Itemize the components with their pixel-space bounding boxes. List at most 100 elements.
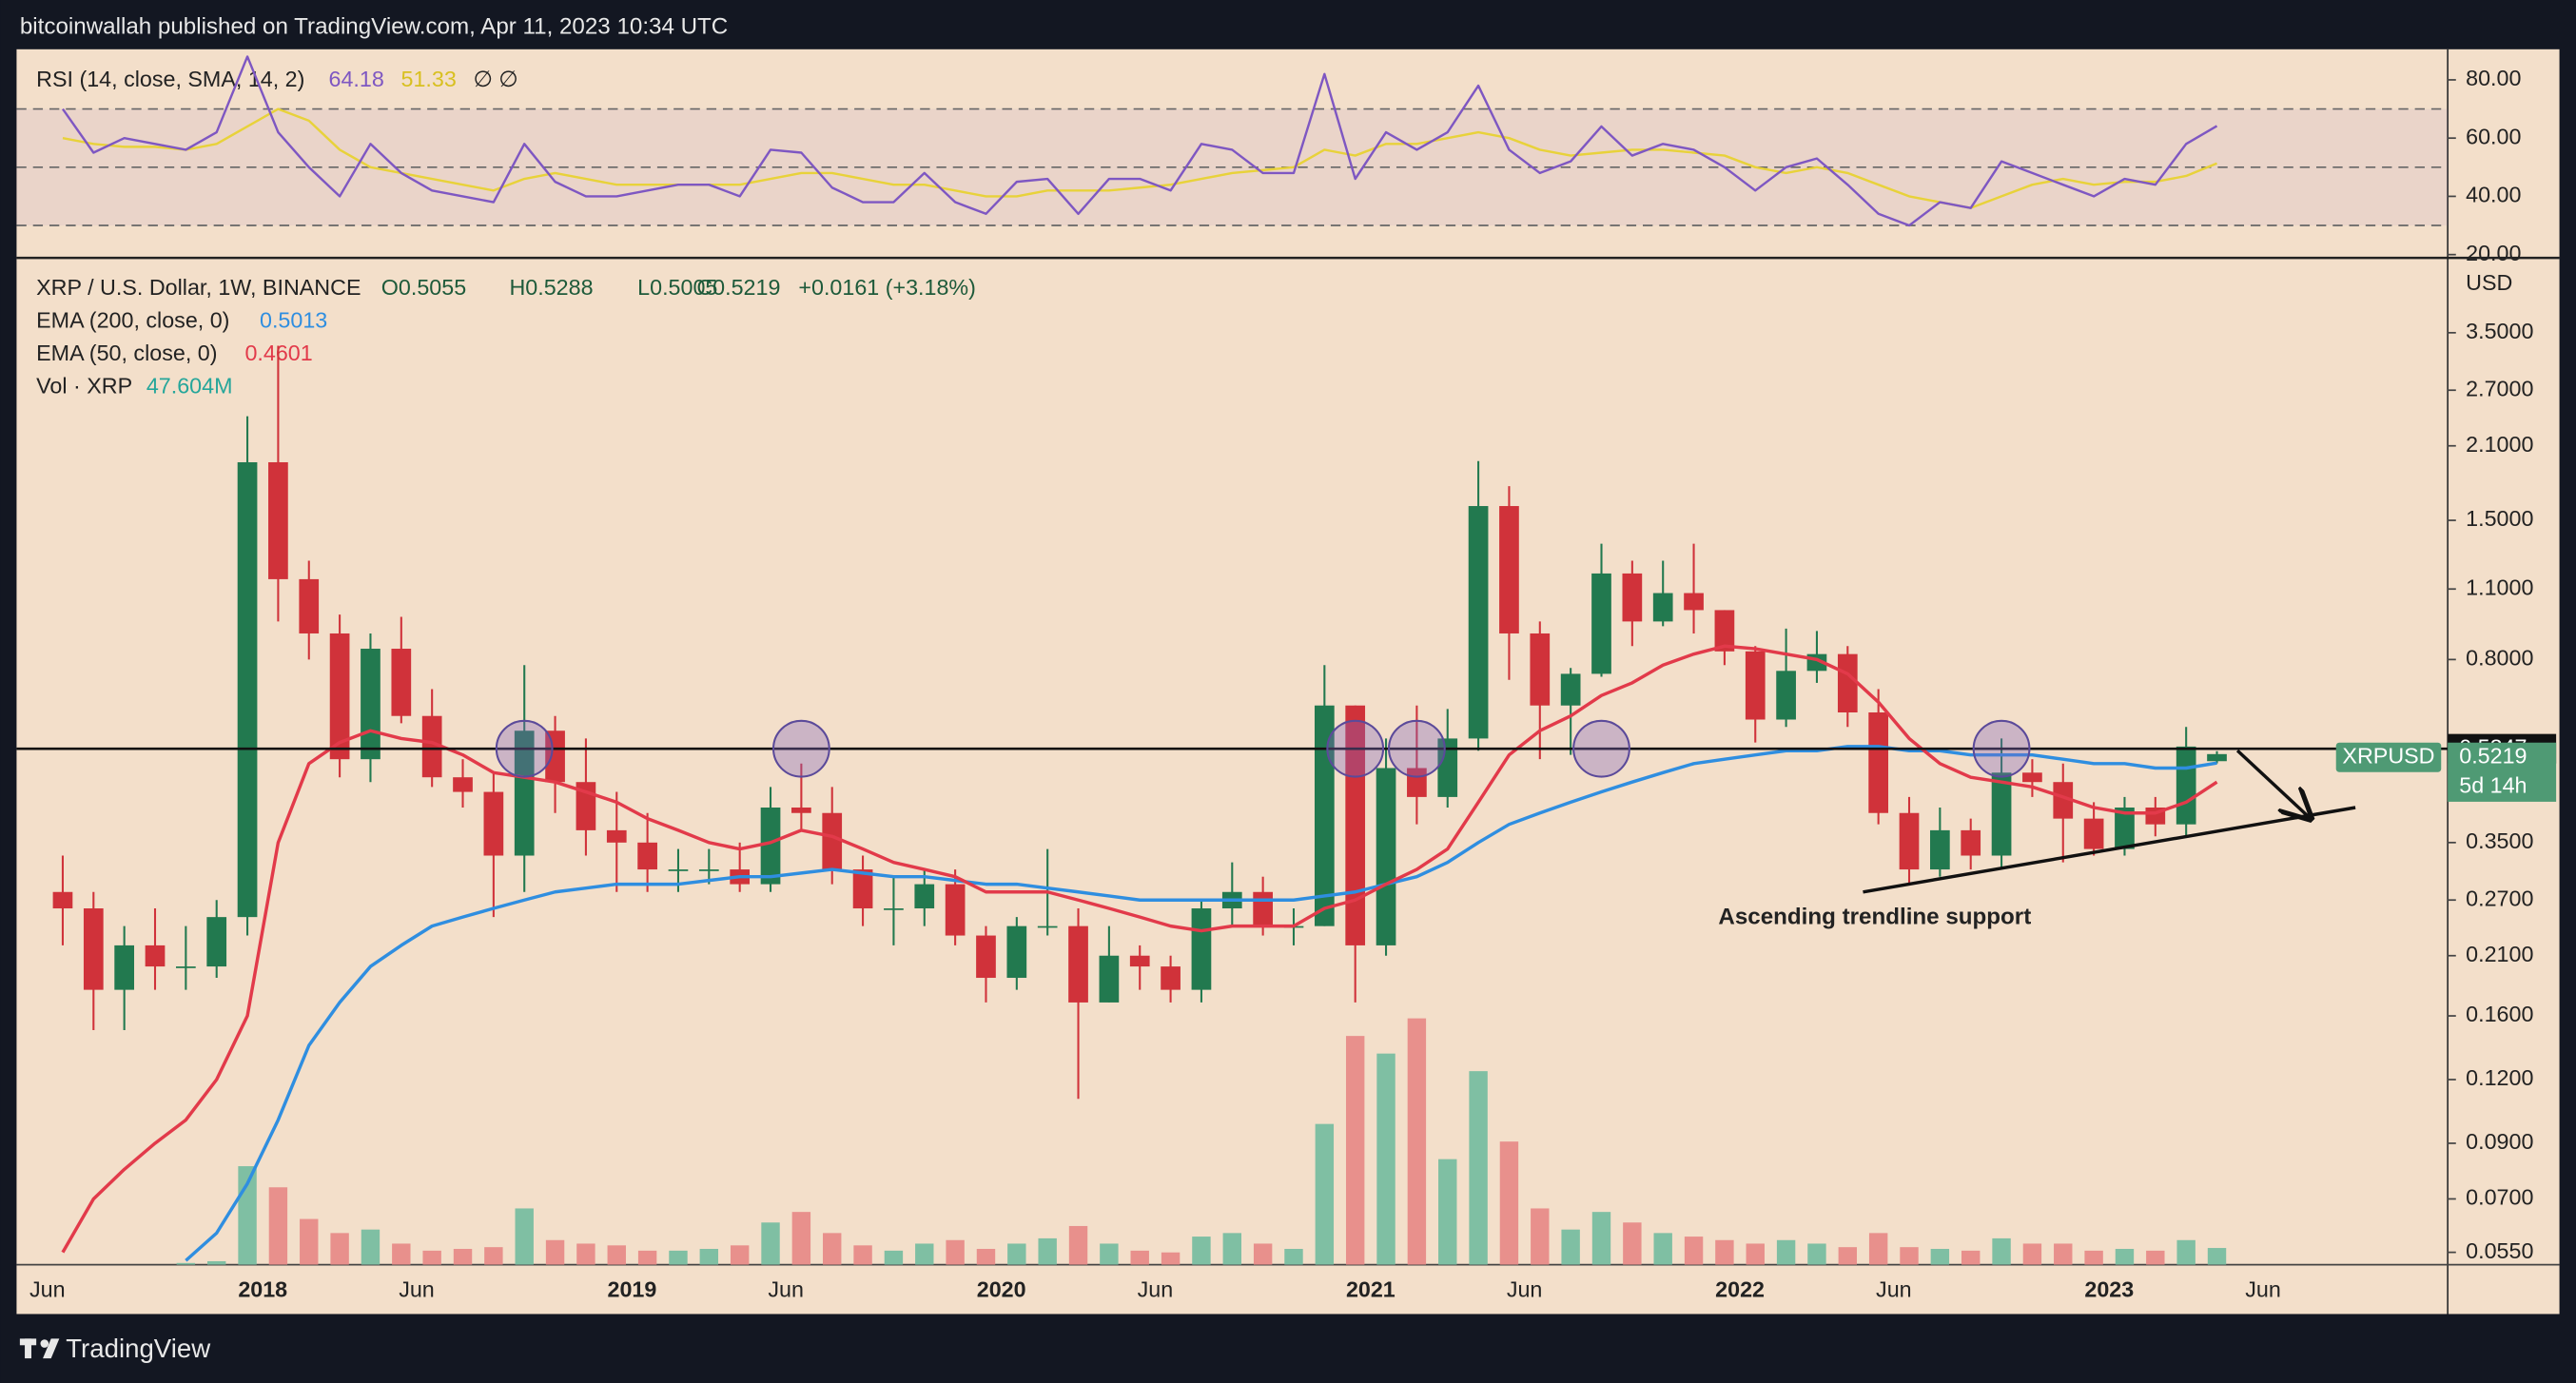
candle-body [483, 791, 504, 856]
volume-bar [515, 1208, 534, 1265]
candle-body [145, 945, 166, 967]
candle-body [268, 461, 288, 579]
x-tick-label: Jun [399, 1276, 435, 1301]
price-label: 0.5219 [2459, 743, 2527, 768]
volume-bar [268, 1187, 288, 1265]
y-tick-label: 2.1000 [2466, 432, 2533, 457]
volume-bar [1315, 1123, 1335, 1265]
volume-bar [1438, 1159, 1457, 1265]
candle-body [698, 869, 719, 871]
y-tick-label: 1.5000 [2466, 506, 2533, 531]
volume-bar [1531, 1208, 1550, 1265]
candle-body [237, 461, 258, 918]
volume-bar [1130, 1250, 1149, 1265]
candle-body [1253, 891, 1273, 926]
candle-body [945, 884, 966, 936]
x-tick-label: Jun [2245, 1276, 2281, 1301]
footer-logo [19, 1338, 60, 1359]
trendline [1863, 806, 2356, 894]
rsi-line [62, 107, 2217, 209]
rsi-plot [61, 55, 2218, 227]
volume-bar [422, 1250, 441, 1265]
candle-body [1961, 829, 1981, 856]
volume-bar [2207, 1248, 2227, 1265]
candle-body [299, 578, 320, 633]
volume-bar [1038, 1237, 1057, 1265]
volume-bar [300, 1218, 319, 1265]
candle-body [391, 649, 412, 716]
y-tick-label: 0.2700 [2466, 886, 2533, 910]
candle-body [1591, 573, 1611, 674]
candle-body [637, 842, 657, 870]
volume-bar [330, 1233, 349, 1265]
brand: TradingView [66, 1334, 210, 1363]
candle-body [1837, 653, 1858, 712]
candle-body [176, 966, 196, 968]
ema50-legend: EMA (50, close, 0) [36, 341, 217, 365]
y-tick-label: 0.0900 [2466, 1129, 2533, 1154]
volume-bar [1868, 1233, 1888, 1265]
candle-body [1037, 925, 1058, 928]
candle-body [421, 715, 442, 778]
symbol-label: XRPUSD [2342, 743, 2434, 768]
volume-bar [1838, 1247, 1858, 1265]
ohlc-change: +0.0161 (+3.18%) [798, 275, 976, 300]
volume-bar [1192, 1237, 1211, 1265]
volume-bar [699, 1249, 719, 1265]
y-tick-label: 0.0550 [2466, 1238, 2533, 1263]
candle-body [1006, 925, 1027, 979]
volume-bar [453, 1249, 473, 1265]
volume-bar [1591, 1212, 1611, 1265]
volume-bar [1623, 1222, 1642, 1265]
volume-legend: Vol · XRP [36, 374, 132, 399]
volume-bar [730, 1245, 750, 1265]
rsi-value: 64.18 [329, 67, 384, 91]
x-tick-label: Jun [1876, 1276, 1912, 1301]
volume-bar [1776, 1239, 1796, 1265]
candle-body [1161, 966, 1181, 990]
volume-bar [2054, 1243, 2073, 1265]
candle-body [1560, 673, 1581, 706]
candle-body [2083, 818, 2104, 849]
candle-body [976, 935, 996, 979]
candle-body [206, 917, 227, 967]
candle-body [2207, 753, 2227, 762]
y-tick-label: 2.7000 [2466, 376, 2533, 400]
volume-bar [791, 1212, 811, 1265]
rsi-legend: RSI (14, close, SMA, 14, 2) [36, 67, 304, 91]
candle-body [1745, 651, 1766, 720]
candle-body [1068, 925, 1088, 1003]
volume-bar [1653, 1233, 1672, 1265]
y-tick-label: 40.00 [2466, 183, 2521, 207]
currency: USD [2466, 270, 2512, 295]
volume-bar [1222, 1233, 1241, 1265]
volume-bar [1345, 1036, 1365, 1265]
candle-body [52, 891, 73, 909]
candle-body [1437, 738, 1458, 797]
volume-bar [1376, 1053, 1395, 1265]
candle-body [1099, 955, 1120, 1003]
volume-bar [1407, 1018, 1427, 1265]
candle-body [1191, 908, 1212, 990]
touch-circle [771, 719, 830, 778]
volume-bar [1900, 1247, 1919, 1265]
volume-bar [853, 1245, 872, 1265]
y-tick-label: 0.1600 [2466, 1002, 2533, 1026]
volume-bar [761, 1222, 780, 1265]
volume-bar [884, 1250, 904, 1265]
x-tick-label: 2022 [1715, 1276, 1765, 1301]
y-tick-label: 20.00 [2466, 241, 2521, 265]
touch-circle [1326, 719, 1385, 778]
volume-value: 47.604M [146, 374, 233, 399]
volume-bar [1561, 1229, 1580, 1265]
x-tick-label: 2020 [977, 1276, 1026, 1301]
candle-body [822, 812, 843, 870]
candle-body [1376, 768, 1396, 945]
volume-bar [176, 1262, 196, 1265]
touch-circle [495, 719, 554, 778]
rsi-line [61, 55, 2218, 227]
volume-bar [1499, 1141, 1519, 1265]
x-tick-label: Jun [1507, 1276, 1543, 1301]
volume-bar [1992, 1237, 2011, 1265]
candle-body [1345, 705, 1366, 945]
